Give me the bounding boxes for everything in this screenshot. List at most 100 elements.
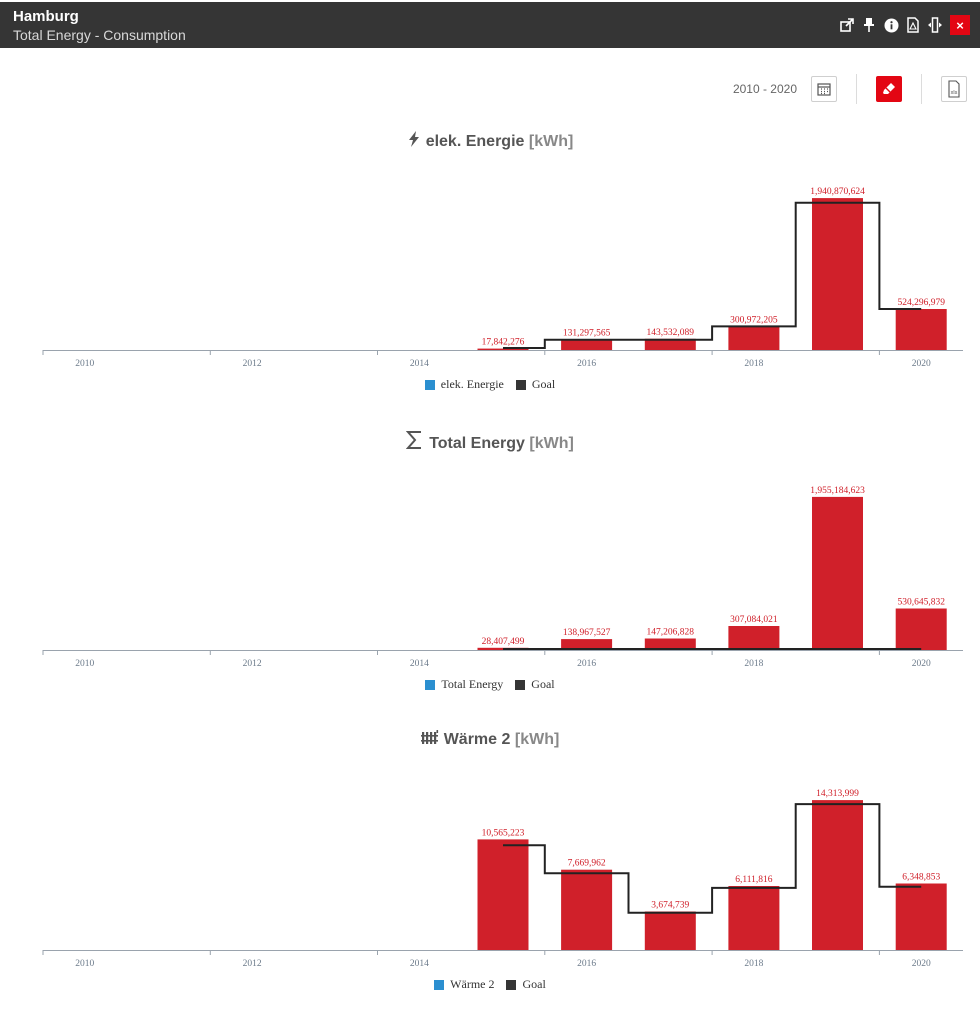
window-titlebar: Hamburg Total Energy - Consumption × (0, 2, 980, 48)
goal-line (503, 201, 922, 349)
data-label: 131,297,565 (563, 329, 611, 339)
window-subtitle: Total Energy - Consumption (13, 27, 186, 43)
legend-item-goal[interactable]: Goal (506, 977, 546, 992)
data-label: 6,111,816 (735, 875, 773, 885)
chart-unit: [kWh] (514, 731, 560, 748)
bar (644, 338, 696, 350)
window-title: Hamburg (13, 8, 79, 25)
window-actions: × (836, 14, 970, 36)
bar (561, 339, 613, 350)
x-tick-label: 2012 (243, 359, 262, 369)
data-label: 1,940,870,624 (810, 187, 865, 197)
legend-label: Total Energy (441, 677, 504, 691)
data-label: 143,532,089 (647, 328, 695, 338)
x-tick-label: 2016 (577, 959, 596, 969)
data-label: 14,313,999 (816, 789, 859, 799)
data-label: 530,645,832 (897, 598, 945, 608)
chart-title: Total Energy [kWh] (0, 430, 980, 455)
data-label: 3,674,739 (651, 901, 689, 911)
x-tick-label: 2018 (744, 959, 763, 969)
legend-swatch (425, 679, 436, 690)
pdf-icon[interactable] (902, 14, 924, 36)
data-label: 28,407,499 (482, 637, 525, 647)
x-tick-label: 2016 (577, 659, 596, 669)
bar (728, 326, 780, 350)
calendar-icon (817, 83, 831, 96)
legend-label: Goal (522, 977, 546, 991)
data-label: 1,955,184,623 (810, 486, 865, 496)
bar (812, 496, 863, 650)
legend-label: Wärme 2 (450, 977, 495, 991)
chart-legend: Wärme 2 Goal (0, 977, 980, 992)
x-tick-label: 2018 (744, 359, 763, 369)
bar (561, 869, 613, 950)
data-label: 147,206,828 (647, 628, 695, 638)
x-tick-label: 2010 (75, 659, 94, 669)
data-label: 7,669,962 (568, 859, 606, 869)
share-icon[interactable] (836, 14, 858, 36)
legend-swatch (434, 979, 445, 990)
legend-swatch (515, 379, 526, 390)
lightning-icon (407, 130, 421, 153)
close-button[interactable]: × (950, 15, 970, 35)
chart-unit: [kWh] (528, 133, 574, 150)
chart-plot: 10,565,223 7,669,962 3,674,739 6,111,816 14,… (42, 789, 963, 969)
goal-line (503, 803, 922, 914)
data-label: 10,565,223 (482, 828, 525, 838)
date-range-label: 2010 - 2020 (732, 82, 797, 96)
legend-item-series[interactable]: elek. Energie (424, 377, 504, 392)
radiator-icon (420, 730, 439, 751)
chart-legend: Total Energy Goal (0, 677, 980, 692)
bar (477, 839, 529, 950)
chart-waerme-2: Wärme 2 [kWh] 10,565,223 7,669,962 3,674,7… (0, 730, 980, 1016)
x-tick-label: 2014 (410, 359, 429, 369)
bar (895, 883, 947, 950)
export-xls-label: xls (951, 90, 958, 96)
legend-swatch (515, 679, 526, 690)
bar (728, 626, 780, 650)
pin-icon[interactable] (858, 14, 880, 36)
x-tick-label: 2016 (577, 359, 596, 369)
calendar-button[interactable] (811, 76, 837, 102)
x-tick-label: 2020 (912, 659, 931, 669)
bar (728, 886, 780, 950)
toolbar-divider (856, 74, 857, 104)
bar (644, 638, 696, 650)
chart-toolbar: 2010 - 2020 xls (733, 74, 967, 104)
chart-unit: [kWh] (529, 435, 574, 452)
bar (477, 348, 529, 350)
x-tick-label: 2014 (410, 959, 429, 969)
x-tick-label: 2012 (243, 959, 262, 969)
toolbar-divider (921, 74, 922, 104)
bar (561, 639, 613, 650)
legend-item-goal[interactable]: Goal (515, 377, 556, 392)
legend-swatch (506, 979, 517, 990)
data-label: 17,842,276 (482, 338, 525, 348)
legend-item-series[interactable]: Wärme 2 (434, 977, 494, 992)
resize-icon[interactable] (924, 14, 946, 36)
legend-label: Goal (531, 677, 555, 691)
legend-label: Goal (531, 377, 556, 391)
legend-swatch (424, 379, 435, 390)
export-xls-button[interactable]: xls (941, 76, 967, 102)
chart-title-text: elek. Energie (425, 133, 525, 150)
data-label: 138,967,527 (563, 628, 611, 638)
bar (812, 198, 863, 350)
x-tick-label: 2020 (912, 359, 931, 369)
data-label: 524,296,979 (897, 298, 945, 308)
bar (812, 800, 863, 950)
data-label: 300,972,205 (730, 315, 778, 325)
x-tick-label: 2010 (75, 959, 94, 969)
sigma-icon (405, 430, 424, 455)
x-tick-label: 2010 (75, 359, 94, 369)
chart-total-energy: Total Energy [kWh] 28,407,499 138,967,527… (0, 430, 980, 720)
bar (895, 309, 947, 350)
x-tick-label: 2020 (912, 959, 931, 969)
info-icon[interactable] (880, 14, 902, 36)
legend-item-series[interactable]: Total Energy (425, 677, 503, 692)
edit-button[interactable] (876, 76, 902, 102)
data-label: 307,084,021 (730, 615, 778, 625)
legend-item-goal[interactable]: Goal (515, 677, 555, 692)
x-tick-label: 2014 (410, 659, 429, 669)
legend-label: elek. Energie (440, 377, 504, 391)
